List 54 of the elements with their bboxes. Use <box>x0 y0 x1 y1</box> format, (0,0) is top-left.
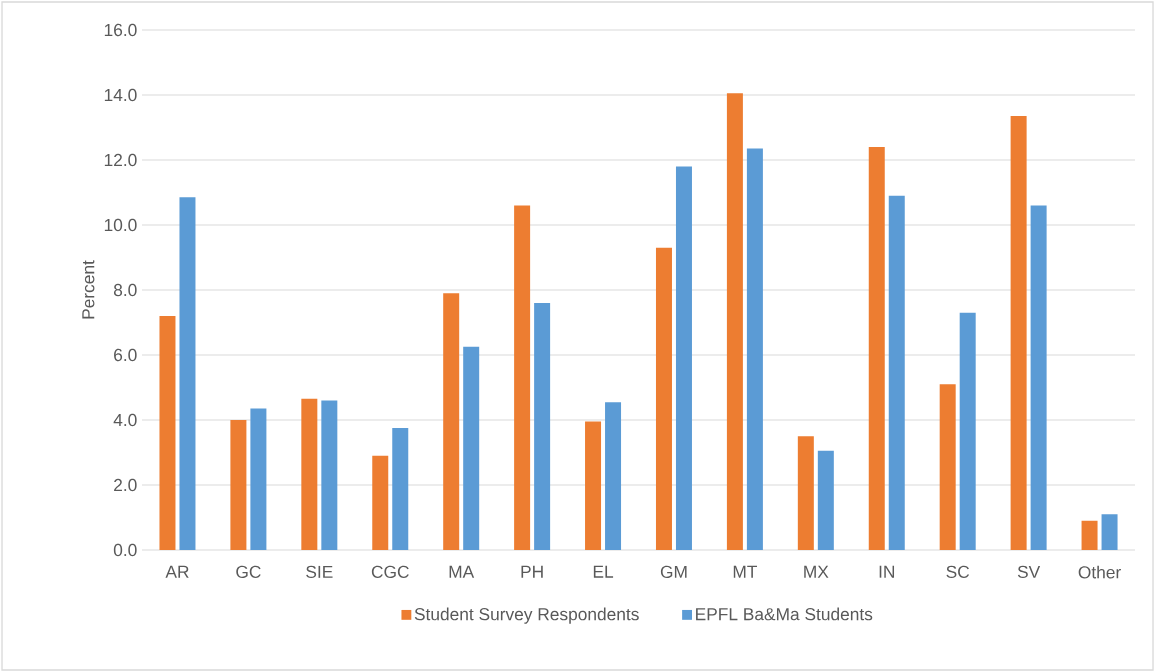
bar <box>514 205 531 550</box>
bar <box>372 455 389 550</box>
y-axis-title: Percent <box>82 260 95 319</box>
y-tick-label: 12.0 <box>104 153 137 167</box>
bar <box>605 402 622 550</box>
y-tick-label: 6.0 <box>114 348 137 362</box>
bar <box>534 303 551 550</box>
bar <box>159 316 176 550</box>
y-tick-label: 10.0 <box>104 218 137 232</box>
x-tick-label: SV <box>1017 565 1041 579</box>
x-tick-label: EL <box>593 565 614 578</box>
bar <box>463 346 480 550</box>
bar <box>392 428 409 550</box>
y-tick-label: 2.0 <box>114 478 137 492</box>
bar <box>585 421 602 550</box>
bar <box>655 247 672 550</box>
y-tick-label: 0.0 <box>113 543 137 557</box>
bar <box>746 148 763 550</box>
x-tick-label: MX <box>804 565 829 578</box>
x-tick-label: SIE <box>306 565 333 579</box>
x-tick-label: MA <box>449 565 475 578</box>
y-tick-label: 14.0 <box>104 88 137 102</box>
bar <box>888 195 905 550</box>
y-tick-label: 4.0 <box>113 413 137 427</box>
x-tick-label: GM <box>660 565 687 579</box>
bar <box>1010 116 1027 550</box>
bar <box>301 398 318 550</box>
bar <box>179 197 196 550</box>
bar <box>817 450 834 550</box>
x-tick-label: GC <box>236 565 261 579</box>
x-tick-label: IN <box>879 565 895 578</box>
bar <box>443 293 460 550</box>
x-tick-label: Other <box>1078 565 1121 579</box>
legend-label: EPFL Ba&Ma Students <box>696 607 873 621</box>
bar <box>868 147 885 550</box>
x-tick-label: SC <box>946 565 970 579</box>
bar <box>959 312 976 550</box>
bar <box>1030 205 1047 550</box>
x-tick-label: MT <box>733 565 758 578</box>
bar <box>797 436 814 550</box>
bar <box>675 166 692 550</box>
legend-label: Student Survey Respondents <box>414 607 639 624</box>
y-tick-label: 8.0 <box>113 283 137 297</box>
bar <box>726 93 743 550</box>
x-tick-label: CGC <box>371 565 409 579</box>
bar <box>1081 520 1098 550</box>
bar <box>939 384 956 550</box>
x-tick-label: PH <box>521 565 543 578</box>
bar <box>321 400 338 550</box>
bar <box>250 408 267 550</box>
y-tick-label: 16.0 <box>104 23 137 37</box>
bar <box>230 420 247 550</box>
x-tick-label: AR <box>165 565 189 578</box>
bar <box>1101 514 1118 550</box>
